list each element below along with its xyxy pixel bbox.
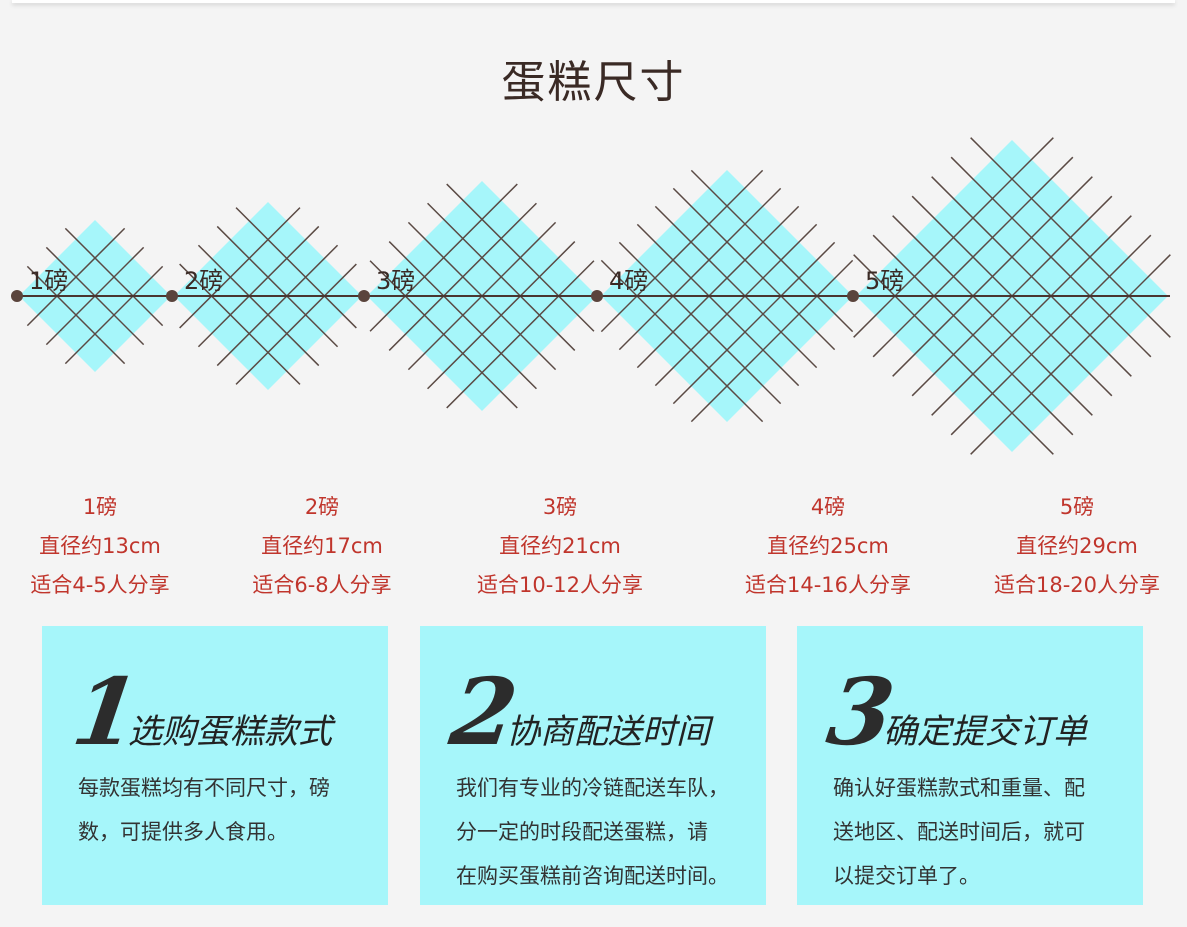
size-diameter: 直径约21cm <box>499 534 621 558</box>
description-line: 在购买蛋糕前咨询配送时间。 <box>456 864 729 888</box>
grid-line <box>618 241 782 405</box>
size-info: 3磅直径约21cm 适合10-12人分享 <box>440 488 680 605</box>
size-weight: 1磅 <box>82 495 118 519</box>
size-serves: 适合14-16人分享 <box>744 573 912 597</box>
grid-line <box>970 254 1171 455</box>
size-weight: 5磅 <box>1059 495 1095 519</box>
description-line: 确认好蛋糕款式和重量、配 <box>833 776 1085 800</box>
step-title: 协商配送时间 <box>506 712 710 752</box>
marker-dot <box>591 290 603 302</box>
grid-line <box>216 225 339 348</box>
step-title: 确定提交订单 <box>883 712 1087 752</box>
size-info: 4磅直径约25cm 适合14-16人分享 <box>708 488 948 605</box>
step-description: 我们有专业的冷链配送车队， 分一定的时段配送蛋糕，请 在购买蛋糕前咨询配送时间。 <box>456 766 752 898</box>
size-tag: 4磅 <box>609 267 648 295</box>
grid-line <box>636 205 800 369</box>
grid-line <box>672 241 836 405</box>
size-weight: 4磅 <box>810 495 846 519</box>
grid-line <box>64 265 164 365</box>
grid-line <box>216 244 339 367</box>
grid-line <box>931 176 1132 377</box>
marker-dot <box>166 290 178 302</box>
grid-line <box>446 183 595 332</box>
grid-line <box>690 259 854 423</box>
size-diameter: 直径约13cm <box>39 534 161 558</box>
grid-line <box>235 263 357 385</box>
grid-line <box>446 260 595 409</box>
grid-line <box>179 207 301 329</box>
step-card-2: 2 协商配送时间 我们有专业的冷链配送车队， 分一定的时段配送蛋糕，请 在购买蛋… <box>420 626 766 905</box>
grid-line <box>64 227 164 327</box>
grid-line <box>672 187 836 351</box>
grid-line <box>970 137 1171 338</box>
grid-line <box>427 202 576 351</box>
grid-line <box>197 225 320 348</box>
description-line: 以提交订单了。 <box>833 864 980 888</box>
description-line: 每款蛋糕均有不同尺寸，磅 <box>78 776 330 800</box>
size-diameter: 直径约29cm <box>1016 534 1138 558</box>
grid-line <box>931 215 1132 416</box>
grid-line <box>654 223 818 387</box>
grid-line <box>618 187 782 351</box>
description-line: 分一定的时段配送蛋糕，请 <box>456 820 708 844</box>
grid-line <box>690 169 854 333</box>
grid-line <box>235 207 357 329</box>
grid-line <box>636 223 800 387</box>
marker-dot <box>11 290 23 302</box>
step-description: 确认好蛋糕款式和重量、配 送地区、配送时间后，就可 以提交订单了。 <box>833 766 1129 898</box>
description-line: 我们有专业的冷链配送车队， <box>456 776 729 800</box>
size-tag: 1磅 <box>29 267 68 295</box>
step-description: 每款蛋糕均有不同尺寸，磅 数，可提供多人食用。 <box>78 766 374 854</box>
grid-line <box>427 241 576 390</box>
grid-line <box>950 156 1152 358</box>
grid-line <box>654 205 818 369</box>
grid-line <box>179 263 301 385</box>
size-info: 2磅直径约17cm 适合6-8人分享 <box>202 488 442 605</box>
description-line: 数，可提供多人食用。 <box>78 820 288 844</box>
marker-dot <box>358 290 370 302</box>
size-tag: 3磅 <box>376 267 415 295</box>
size-info: 1磅直径约13cm 适合4-5人分享 <box>0 488 220 605</box>
marker-dot <box>847 290 859 302</box>
size-info: 5磅直径约29cm 适合18-20人分享 <box>957 488 1187 605</box>
page-title: 蛋糕尺寸 <box>501 57 686 108</box>
top-bar <box>12 0 1175 3</box>
grid-line <box>600 169 764 333</box>
size-diameter: 直径约25cm <box>767 534 889 558</box>
size-weight: 2磅 <box>304 495 340 519</box>
description-line: 送地区、配送时间后，就可 <box>833 820 1085 844</box>
size-tag: 5磅 <box>865 267 904 295</box>
grid-line <box>950 234 1152 436</box>
size-serves: 适合4-5人分享 <box>30 573 170 597</box>
size-tag: 2磅 <box>184 267 223 295</box>
grid-line <box>197 244 320 367</box>
step-card-1: 1 选购蛋糕款式 每款蛋糕均有不同尺寸，磅 数，可提供多人食用。 <box>42 626 388 905</box>
size-serves: 适合10-12人分享 <box>476 573 644 597</box>
step-card-3: 3 确定提交订单 确认好蛋糕款式和重量、配 送地区、配送时间后，就可 以提交订单… <box>797 626 1143 905</box>
grid-line <box>600 259 764 423</box>
size-serves: 适合6-8人分享 <box>252 573 392 597</box>
step-title: 选购蛋糕款式 <box>128 712 332 752</box>
size-diameter: 直径约17cm <box>261 534 383 558</box>
size-weight: 3磅 <box>542 495 578 519</box>
size-serves: 适合18-20人分享 <box>993 573 1161 597</box>
cake-size-diagram: 1磅 2磅 3磅 4磅 5磅 <box>11 137 1171 455</box>
